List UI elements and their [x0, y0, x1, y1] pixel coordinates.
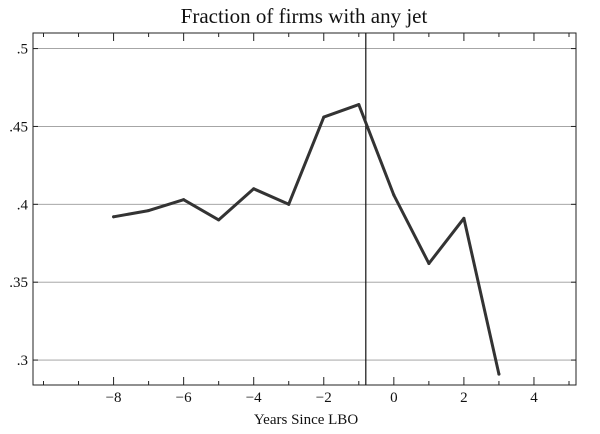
data-point: [497, 372, 501, 376]
x-tick-label: −4: [246, 390, 262, 406]
series-line: [112, 103, 501, 376]
gridlines: [33, 48, 576, 361]
data-point: [287, 202, 291, 206]
data-point: [112, 215, 116, 219]
data-point: [462, 216, 466, 220]
data-point: [427, 262, 431, 266]
x-tick-label: −2: [316, 390, 332, 406]
chart-title: Fraction of firms with any jet: [181, 4, 428, 28]
y-tick-label: .45: [9, 119, 28, 135]
data-points: [112, 103, 501, 376]
x-tick-label: −6: [176, 390, 192, 406]
x-tick-label: 4: [530, 390, 538, 406]
plot-area: [32, 32, 577, 386]
data-point: [357, 103, 361, 107]
data-point: [322, 115, 326, 119]
x-tick-label: 0: [390, 390, 398, 406]
axis-ticks: .3 .35 .4 .45 .5 −8 −6 −4 −2 0 2 4: [9, 33, 576, 406]
x-tick-label: 2: [460, 390, 468, 406]
y-tick-label: .5: [17, 42, 28, 58]
y-tick-label: .3: [17, 353, 28, 369]
data-point: [392, 193, 396, 197]
y-tick-label: .4: [17, 197, 29, 213]
x-tick-label: −8: [106, 390, 122, 406]
data-point: [252, 187, 256, 191]
data-point: [182, 198, 186, 202]
y-tick-label: .35: [9, 275, 28, 291]
data-point: [147, 209, 151, 213]
data-point: [217, 218, 221, 222]
x-axis-label: Years Since LBO: [254, 412, 358, 428]
